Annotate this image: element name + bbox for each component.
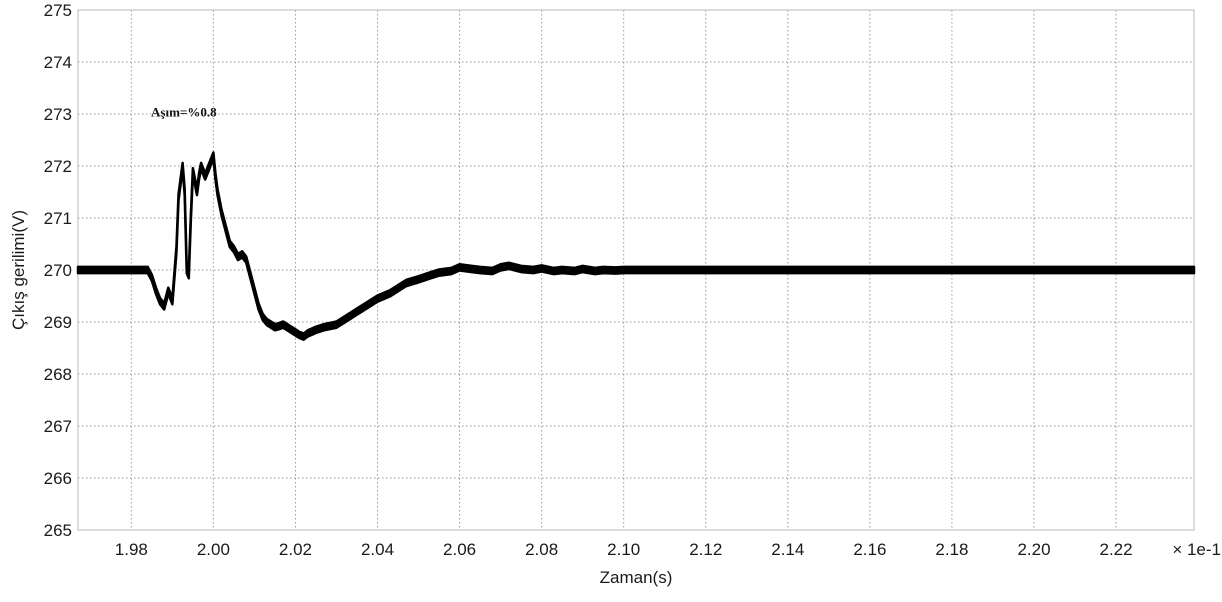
x-axis-title: Zaman(s) — [600, 568, 673, 587]
overshoot-annotation: Aşım=%0.8 — [151, 105, 217, 120]
x-tick-label: 2.00 — [197, 540, 230, 559]
series-ripple-band — [76, 151, 1196, 341]
y-tick-label: 275 — [44, 1, 72, 20]
y-tick-label: 273 — [44, 105, 72, 124]
x-tick-label: 2.16 — [853, 540, 886, 559]
x-tick-labels: 1.98 2.00 2.02 2.04 2.06 2.08 2.10 2.12 2.14 2.16… — [115, 540, 1133, 559]
y-tick-label: 268 — [44, 365, 72, 384]
y-tick-label: 271 — [44, 209, 72, 228]
x-scale-label: × 1e-1 — [1172, 540, 1221, 559]
series-0 — [76, 151, 1196, 341]
x-tick-label: 2.04 — [361, 540, 394, 559]
series-group — [76, 151, 1196, 341]
x-tick-label: 1.98 — [115, 540, 148, 559]
y-tick-labels: 265 266 267 268 269 270 271 272 273 274 275 — [44, 1, 72, 540]
y-tick-label: 267 — [44, 417, 72, 436]
x-tick-label: 2.10 — [607, 540, 640, 559]
y-axis-title: Çıkış gerilimi(V) — [9, 210, 28, 330]
series-line — [78, 154, 1194, 338]
y-tick-label: 265 — [44, 521, 72, 540]
x-tick-label: 2.14 — [771, 540, 804, 559]
x-tick-label: 2.06 — [443, 540, 476, 559]
x-tick-label: 2.08 — [525, 540, 558, 559]
y-tick-label: 274 — [44, 53, 72, 72]
x-tick-label: 2.18 — [935, 540, 968, 559]
x-tick-label: 2.20 — [1017, 540, 1050, 559]
y-tick-label: 272 — [44, 157, 72, 176]
y-tick-label: 266 — [44, 469, 72, 488]
x-tick-label: 2.22 — [1099, 540, 1132, 559]
x-tick-label: 2.12 — [689, 540, 722, 559]
y-tick-label: 269 — [44, 313, 72, 332]
y-tick-label: 270 — [44, 261, 72, 280]
x-tick-label: 2.02 — [279, 540, 312, 559]
